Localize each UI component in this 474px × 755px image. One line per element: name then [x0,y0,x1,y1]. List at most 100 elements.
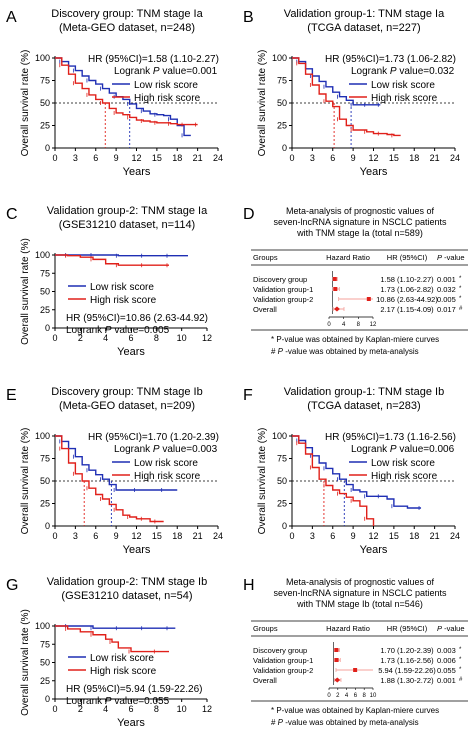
y-tick-label: 75 [40,639,50,649]
x-tick-label: 15 [152,531,162,541]
y-tick-label: 0 [45,694,50,704]
x-tick-label: 0 [52,153,57,163]
chart-title: Discovery group: TNM stage Ia [51,8,203,20]
logrank-text-part: Logrank [351,444,388,455]
panel-letter: B [243,9,254,26]
logrank-text-part: value=0.006 [397,444,455,455]
footnote-meta-part: P [275,347,283,356]
x-tick-label: 4 [103,333,108,343]
logrank-text-part: Logrank [114,444,151,455]
panel-letter: G [6,577,18,594]
x-tick-label: 0 [289,531,294,541]
x-tick-label: 21 [430,531,440,541]
logrank-text-part: P [102,325,112,336]
row-group: Overall [253,676,277,685]
logrank-text-part: Logrank [351,66,388,77]
low-risk-curve [292,435,422,509]
x-tick-label: 6 [93,531,98,541]
row-p-value: 0.005 [437,295,456,304]
logrank-text-part: P [387,444,397,455]
hazard-ratio-text: HR (95%CI)=10.86 (2.63-44.92) [66,313,208,324]
footnote-meta-part: -value was obtained by meta-analysis [283,718,419,727]
row-p-mark: # [459,677,463,683]
low-risk-curve [55,625,176,629]
chart-title: Validation group-1: TNM stage Ib [284,386,444,398]
footnote-km: * P-value was obtained by Kaplan-miere c… [271,335,439,344]
x-tick-label: 2 [78,333,83,343]
x-tick-label: 12 [131,531,141,541]
legend-label-high: High risk score [134,471,201,482]
km-panel-B: B Validation group-1: TNM stage Ia (TCGA d… [243,8,460,178]
y-axis-label: Overall survival rate (%) [257,428,268,535]
col-header-p-part: -value [442,624,465,633]
hr-point [366,297,371,301]
y-tick-label: 50 [277,98,287,108]
panel-letter: C [6,206,18,223]
forest-x-tick-label: 10 [370,693,377,699]
forest-title: with TNM stage Ia (total n=589) [296,228,423,238]
logrank-text-part: value=0.032 [397,66,455,77]
high-risk-curve [292,435,375,526]
x-tick-label: 8 [154,704,159,714]
x-axis-label: Years [117,717,145,729]
legend-label-high: High risk score [371,471,438,482]
logrank-text-part: value=0.003 [160,444,218,455]
legend-label-high: High risk score [371,93,438,104]
y-axis-label: Overall survival rate (%) [257,50,268,157]
y-tick-label: 75 [40,454,50,464]
panel-letter: F [243,387,253,404]
forest-title: Meta-analysis of prognostic values of [286,206,435,216]
logrank-text-part: P [150,444,160,455]
x-tick-label: 0 [289,153,294,163]
overall-diamond [333,306,340,312]
panel-letter: E [6,387,17,404]
row-hr-ci: 1.70 (1.20-2.39) [380,646,434,655]
y-tick-label: 50 [277,476,287,486]
logrank-text: Logrank P value=0.001 [114,66,218,77]
hazard-ratio-text: HR (95%CI)=1.73 (1.16-2.56) [325,432,456,443]
x-tick-label: 3 [73,531,78,541]
y-tick-label: 75 [40,76,50,86]
x-tick-label: 21 [193,153,203,163]
km-panel-F: F Validation group-1: TNM stage Ib (TCGA d… [243,386,460,556]
row-p-value: 0.017 [437,305,456,314]
x-tick-label: 9 [351,153,356,163]
y-tick-label: 25 [40,499,50,509]
km-panel-A: A Discovery group: TNM stage Ia (Meta-GEO … [6,8,223,178]
footnote-km: * P-value was obtained by Kaplan-miere c… [271,706,439,715]
logrank-text-part: P [387,66,397,77]
km-panel-E: E Discovery group: TNM stage Ib (Meta-GEO … [6,386,223,556]
row-group: Validation group-2 [253,666,313,675]
x-tick-label: 24 [450,531,460,541]
x-tick-label: 3 [73,153,78,163]
row-p-mark: # [459,306,463,312]
y-tick-label: 50 [40,476,50,486]
y-tick-label: 75 [40,268,50,278]
hr-point [334,658,339,662]
y-tick-label: 100 [35,431,50,441]
x-tick-label: 12 [368,531,378,541]
col-header-groups: Groups [253,624,278,633]
row-hr-ci: 1.73 (1.06-2.82) [380,285,434,294]
col-header-hazard: Hazard Ratio [326,624,370,633]
forest-panel-D: D Meta-analysis of prognostic values ofse… [243,206,468,356]
row-p-value: 0.001 [437,676,456,685]
x-tick-label: 6 [93,153,98,163]
row-group: Validation group-1 [253,656,313,665]
x-tick-label: 12 [131,153,141,163]
legend-label-low: Low risk score [90,282,154,293]
y-tick-label: 50 [40,287,50,297]
row-p-value: 0.001 [437,275,456,284]
y-tick-label: 25 [277,499,287,509]
chart-title: Discovery group: TNM stage Ib [51,386,202,398]
high-risk-curve [55,435,164,523]
row-hr-ci: 1.88 (1.30-2.72) [380,676,434,685]
overall-diamond [334,677,341,683]
footnote-meta-part: # [271,718,276,727]
x-tick-label: 6 [330,153,335,163]
logrank-text: Logrank P value=0.006 [351,444,455,455]
col-header-hr: HR (95%CI) [387,624,428,633]
x-axis-label: Years [117,346,145,358]
x-tick-label: 15 [389,531,399,541]
col-header-p: P -value [437,253,465,262]
